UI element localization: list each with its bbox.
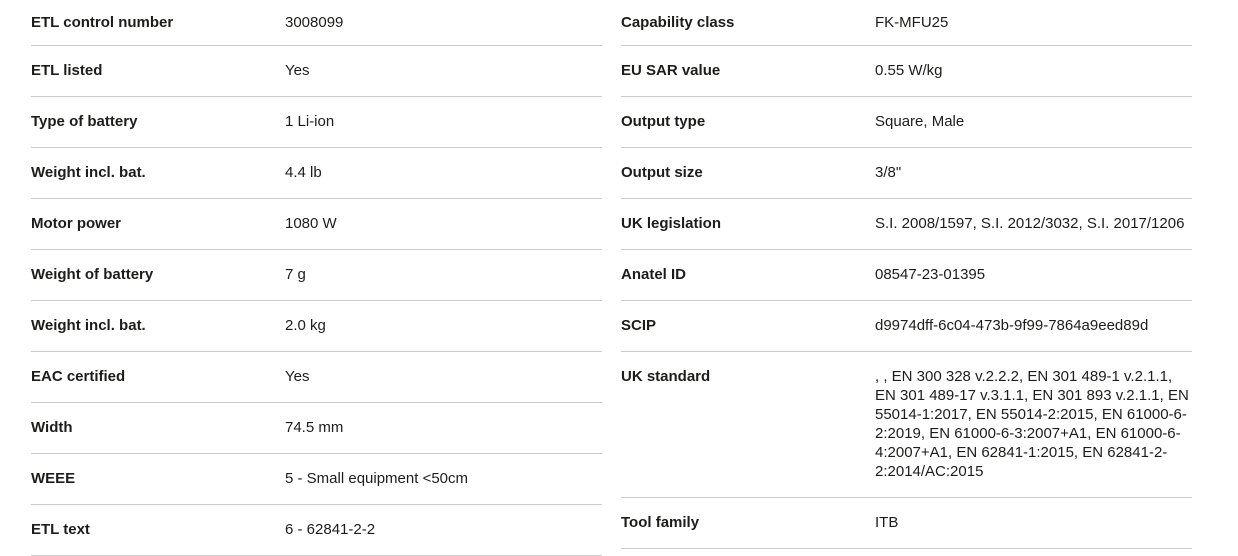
spec-label: ETL listed (31, 62, 103, 79)
spec-column-left: ETL control number 3008099 ETL listed Ye… (31, 0, 602, 556)
spec-label: Weight incl. bat. (31, 164, 146, 181)
spec-value: Yes (285, 368, 310, 385)
spec-label: UK legislation (621, 215, 722, 232)
spec-row-output-type: Output type Square, Male (621, 97, 1192, 148)
spec-label: ETL text (31, 521, 90, 538)
spec-row-etl-listed: ETL listed Yes (31, 46, 602, 97)
spec-row-weight-incl-bat-lb: Weight incl. bat. 4.4 lb (31, 148, 602, 199)
spec-row-motor-power: Motor power 1080 W (31, 199, 602, 250)
spec-row-anatel-id: Anatel ID 08547-23-01395 (621, 250, 1192, 301)
spec-value: Square, Male (875, 113, 965, 130)
spec-row-uk-legislation: UK legislation S.I. 2008/1597, S.I. 2012… (621, 199, 1192, 250)
spec-value: 08547-23-01395 (875, 266, 986, 283)
spec-label: Type of battery (31, 113, 138, 130)
spec-label: EAC certified (31, 368, 126, 385)
spec-label: WEEE (31, 470, 76, 487)
spec-value: Yes (285, 62, 310, 79)
spec-row-weight-of-battery: Weight of battery 7 g (31, 250, 602, 301)
spec-column-right: Capability class FK-MFU25 EU SAR value 0… (621, 0, 1192, 549)
spec-label: EU SAR value (621, 62, 721, 79)
spec-label: Anatel ID (621, 266, 687, 283)
spec-value: d9974dff-6c04-473b-9f99-7864a9eed89d (875, 317, 1149, 334)
spec-value: 7 g (285, 266, 306, 283)
spec-label: SCIP (621, 317, 657, 334)
spec-row-weee: WEEE 5 - Small equipment <50cm (31, 454, 602, 505)
spec-label: Output size (621, 164, 703, 181)
spec-value: 0.55 W/kg (875, 62, 943, 79)
spec-value: 3008099 (285, 14, 344, 31)
spec-value: 5 - Small equipment <50cm (285, 470, 469, 487)
spec-row-capability-class: Capability class FK-MFU25 (621, 0, 1192, 46)
spec-value: 3/8" (875, 164, 902, 181)
spec-value: S.I. 2008/1597, S.I. 2012/3032, S.I. 201… (875, 215, 1185, 232)
spec-value: 1 Li-ion (285, 113, 335, 130)
spec-value: , , EN 300 328 v.2.2.2, EN 301 489-1 v.2… (875, 368, 1189, 480)
spec-label: Tool family (621, 514, 700, 531)
spec-row-eu-sar-value: EU SAR value 0.55 W/kg (621, 46, 1192, 97)
spec-row-width: Width 74.5 mm (31, 403, 602, 454)
spec-row-etl-text: ETL text 6 - 62841-2-2 (31, 505, 602, 556)
spec-label: Weight incl. bat. (31, 317, 146, 334)
spec-value: 74.5 mm (285, 419, 344, 436)
spec-row-output-size: Output size 3/8" (621, 148, 1192, 199)
spec-value: FK-MFU25 (875, 14, 949, 31)
spec-label: Motor power (31, 215, 121, 232)
spec-row-weight-incl-bat-kg: Weight incl. bat. 2.0 kg (31, 301, 602, 352)
spec-label: Width (31, 419, 73, 436)
spec-label: ETL control number (31, 14, 174, 31)
spec-row-uk-standard: UK standard , , EN 300 328 v.2.2.2, EN 3… (621, 352, 1192, 498)
spec-label: Weight of battery (31, 266, 154, 283)
spec-row-tool-family: Tool family ITB (621, 498, 1192, 549)
spec-row-scip: SCIP d9974dff-6c04-473b-9f99-7864a9eed89… (621, 301, 1192, 352)
spec-row-type-of-battery: Type of battery 1 Li-ion (31, 97, 602, 148)
spec-value: 6 - 62841-2-2 (285, 521, 376, 538)
spec-row-etl-control-number: ETL control number 3008099 (31, 0, 602, 46)
spec-value: 2.0 kg (285, 317, 326, 334)
spec-value: 4.4 lb (285, 164, 322, 181)
spec-label: Capability class (621, 14, 735, 31)
spec-label: UK standard (621, 368, 711, 385)
spec-value: 1080 W (285, 215, 337, 232)
spec-row-eac-certified: EAC certified Yes (31, 352, 602, 403)
spec-value: ITB (875, 514, 899, 531)
spec-label: Output type (621, 113, 706, 130)
